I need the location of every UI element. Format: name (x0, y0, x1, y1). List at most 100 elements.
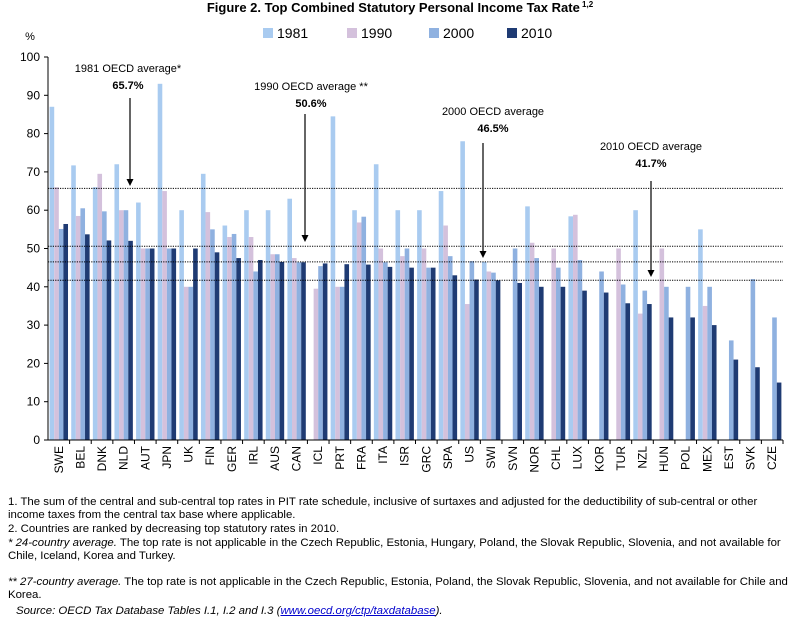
bar-SPA-1981 (438, 191, 444, 440)
x-tick-label-KOR: KOR (592, 446, 606, 472)
bar-GER-2000 (231, 233, 237, 440)
legend-label-2000: 2000 (443, 25, 474, 41)
bar-AUS-2000 (274, 254, 280, 440)
bar-US-1990 (464, 304, 470, 440)
bar-CAN-1990 (292, 258, 297, 440)
x-tick-label-NLD: NLD (117, 446, 131, 470)
bar-PRT-2000 (339, 286, 345, 440)
bar-FIN-1981 (200, 173, 206, 440)
x-tick-label-NZL: NZL (635, 446, 649, 469)
y-tick-label: 50 (27, 242, 41, 256)
bar-UK-2000 (188, 286, 194, 440)
bar-SVK-2000 (750, 279, 756, 440)
bar-FIN-1990 (205, 212, 211, 440)
bar-DNK-2000 (102, 211, 107, 440)
bar-MEX-1981 (698, 229, 703, 440)
x-tick-label-JPN: JPN (160, 446, 174, 469)
bar-SWI-1990 (486, 271, 492, 440)
x-tick-label-FRA: FRA (354, 446, 368, 470)
source-suffix: ). (435, 605, 443, 617)
bar-DNK-1990 (97, 173, 103, 440)
bar-SVN-2000 (512, 248, 518, 440)
bar-POL-2010 (690, 317, 695, 440)
bar-CHL-2000 (556, 267, 561, 440)
bar-JPN-1990 (162, 191, 167, 440)
bar-SWE-2010 (63, 223, 69, 440)
bar-AUT-1981 (136, 202, 141, 440)
bar-ISR-2000 (404, 248, 410, 440)
bar-UK-1990 (183, 286, 189, 440)
x-tick-label-MEX: MEX (700, 446, 714, 472)
bar-FRA-2000 (361, 216, 367, 440)
x-tick-label-SVK: SVK (744, 446, 758, 470)
bar-ISR-2010 (409, 267, 414, 440)
bar-TUR-2000 (620, 284, 626, 440)
bar-CZE-2010 (776, 382, 782, 440)
x-tick-label-IRL: IRL (246, 446, 260, 465)
bar-HUN-2000 (664, 286, 669, 440)
bar-NZL-2000 (642, 290, 648, 440)
legend-label-1981: 1981 (277, 25, 308, 41)
bar-NOR-2010 (538, 286, 544, 440)
bar-CAN-2010 (301, 262, 306, 440)
bar-US-1981 (460, 141, 465, 440)
x-tick-label-UK: UK (182, 446, 196, 463)
bar-ICL-2000 (318, 266, 323, 440)
bar-LUX-2010 (582, 290, 587, 440)
bar-JPN-2000 (166, 248, 172, 440)
bar-MEX-1990 (702, 305, 708, 440)
bar-KOR-2000 (599, 271, 604, 440)
x-tick-label-ICL: ICL (311, 446, 325, 465)
bar-SWI-2010 (495, 280, 501, 440)
average-value-3: 41.7% (635, 158, 666, 170)
bar-ISR-1990 (400, 256, 405, 440)
bar-DNK-2010 (106, 240, 112, 440)
bar-FRA-1981 (352, 210, 357, 440)
bar-AUS-2010 (279, 261, 285, 440)
x-tick-label-GER: GER (225, 446, 239, 472)
footnote-1: 1. The sum of the central and sub-centra… (8, 496, 758, 522)
average-value-2: 46.5% (477, 123, 508, 135)
bar-US-2010 (474, 279, 479, 440)
bar-ITA-1990 (378, 248, 384, 440)
bar-POL-2000 (685, 286, 691, 440)
x-tick-label-SWI: SWI (484, 446, 498, 469)
bar-JPN-2010 (171, 248, 177, 440)
bar-NZL-1981 (633, 210, 638, 440)
bar-NLD-2000 (123, 210, 129, 440)
x-tick-label-CHL: CHL (549, 446, 563, 470)
source-note: Source: OECD Tax Database Tables I.1, I.… (16, 605, 800, 618)
footnote-4-text: The top rate is not applicable in the Cz… (8, 576, 788, 602)
footnote-3: * 24-country average. The top rate is no… (8, 537, 792, 563)
footnote-3-text: The top rate is not applicable in the Cz… (8, 537, 781, 563)
bar-BEL-1981 (71, 165, 76, 441)
bar-CHL-1990 (551, 248, 557, 440)
bar-NOR-1990 (529, 242, 535, 440)
bar-UK-1981 (179, 210, 184, 440)
bar-FRA-1990 (356, 222, 362, 440)
bar-HUN-1990 (659, 248, 665, 440)
bar-AUT-2010 (149, 248, 155, 440)
bar-CAN-1981 (287, 198, 293, 440)
bar-GRC-1990 (421, 248, 427, 440)
bar-ITA-2010 (387, 266, 393, 440)
y-tick-label: 70 (27, 165, 41, 179)
bar-LUX-1981 (568, 216, 574, 440)
x-tick-label-SPA: SPA (441, 446, 455, 469)
legend-swatch-2010 (507, 28, 517, 38)
bar-GRC-1981 (417, 210, 422, 440)
x-tick-label-EST: EST (722, 445, 736, 469)
x-tick-label-PRT: PRT (333, 445, 347, 469)
x-tick-label-CZE: CZE (765, 446, 779, 470)
bar-US-2000 (469, 261, 475, 440)
bar-AUT-1990 (140, 248, 146, 440)
legend-swatch-1981 (263, 28, 273, 38)
bar-MEX-2010 (711, 325, 717, 440)
average-arrow-head-3 (647, 270, 655, 277)
x-tick-label-SWE: SWE (52, 446, 66, 473)
bar-DNK-1981 (92, 187, 98, 440)
source-link[interactable]: www.oecd.org/ctp/taxdatabase (280, 605, 436, 617)
footnote-4-lead: ** 27-country average. (8, 576, 122, 588)
bar-IRL-1990 (248, 237, 254, 440)
average-arrow-head-2 (479, 251, 487, 258)
